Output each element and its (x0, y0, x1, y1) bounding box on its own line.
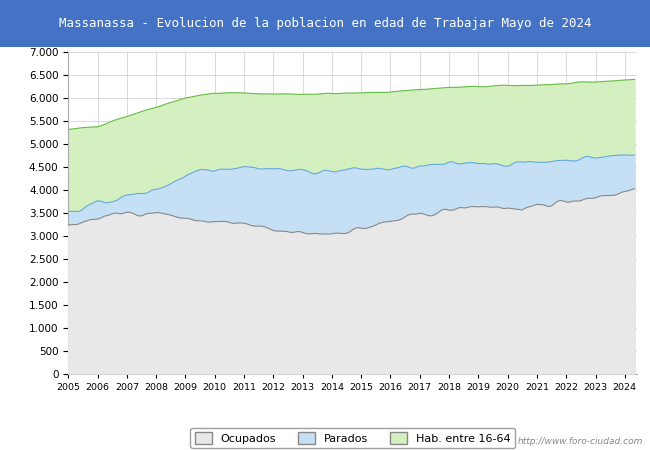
Text: Massanassa - Evolucion de la poblacion en edad de Trabajar Mayo de 2024: Massanassa - Evolucion de la poblacion e… (58, 17, 592, 30)
Text: http://www.foro-ciudad.com: http://www.foro-ciudad.com (518, 436, 644, 446)
Text: FORO-CIUDAD.COM: FORO-CIUDAD.COM (202, 198, 504, 227)
Legend: Ocupados, Parados, Hab. entre 16-64: Ocupados, Parados, Hab. entre 16-64 (190, 428, 515, 448)
